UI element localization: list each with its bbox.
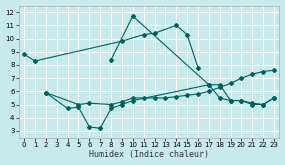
X-axis label: Humidex (Indice chaleur): Humidex (Indice chaleur) [89,150,209,159]
